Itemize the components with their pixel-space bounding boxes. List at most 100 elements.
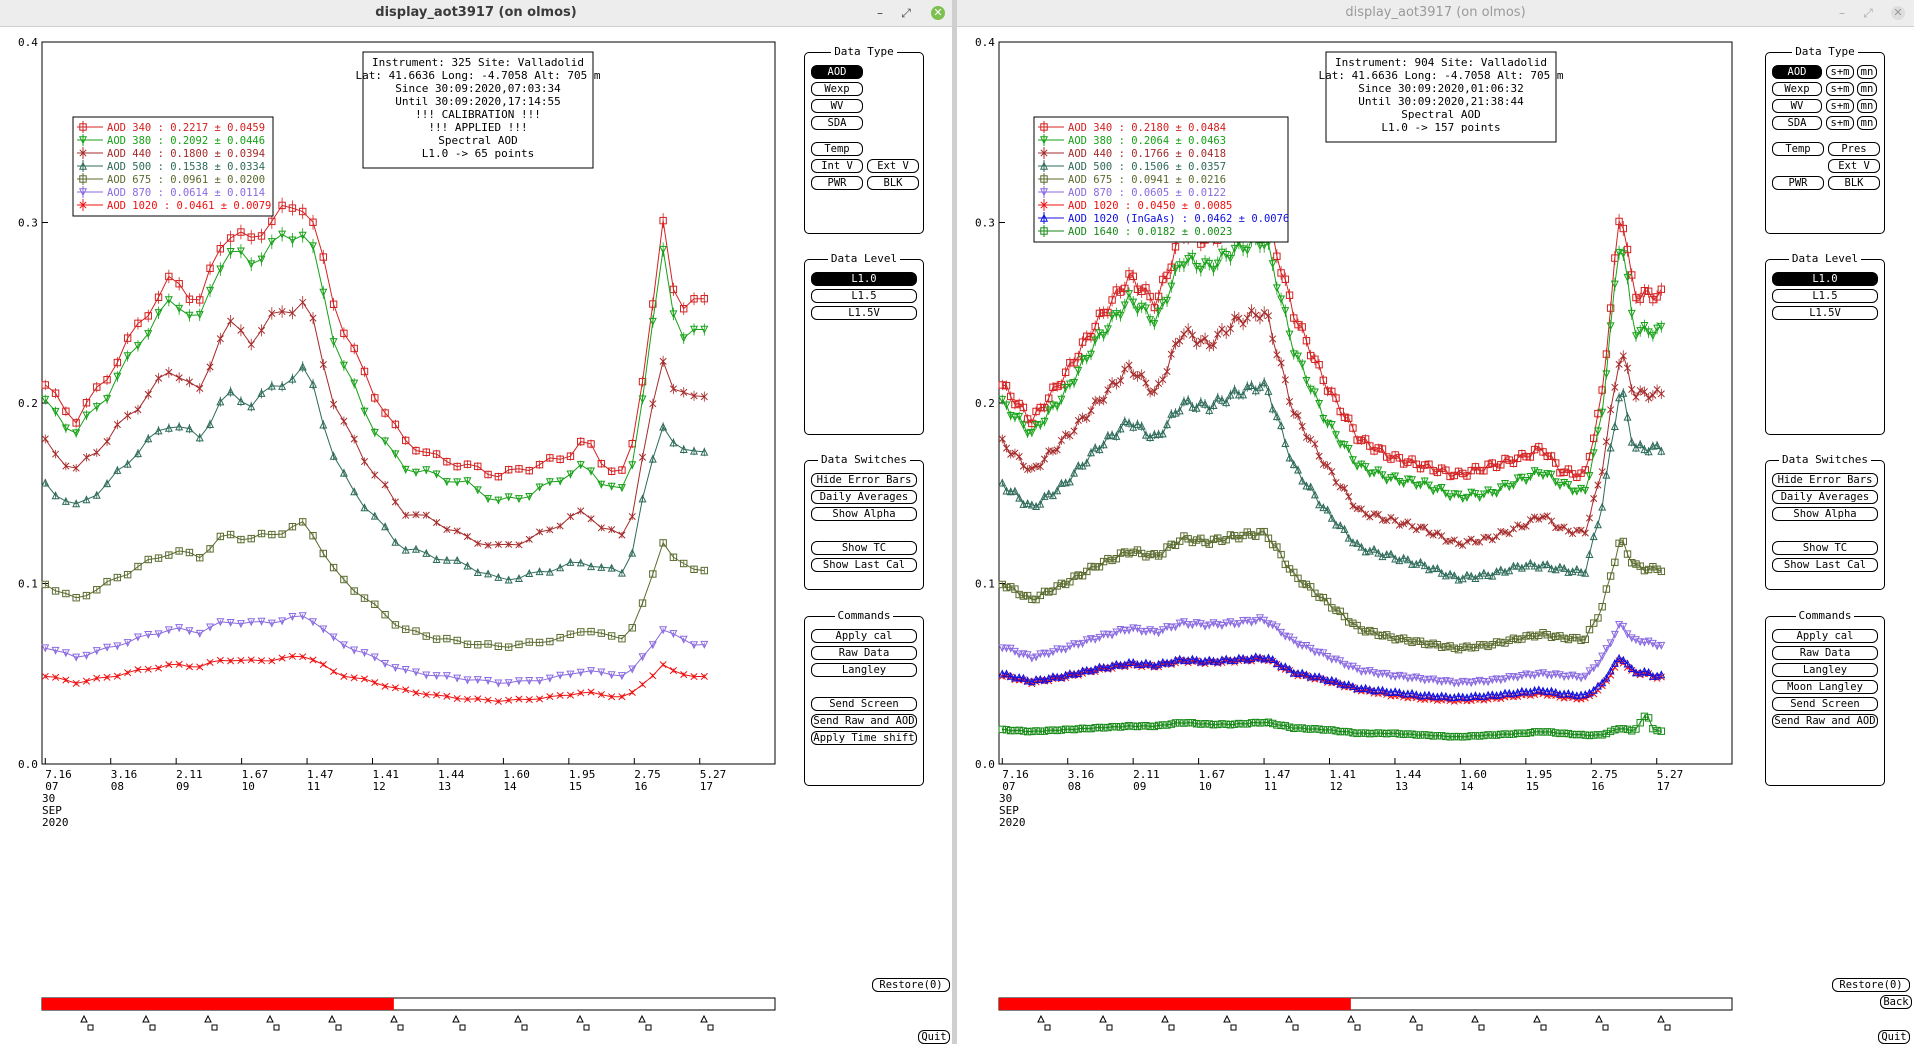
button-ext-v[interactable]: Ext V bbox=[867, 159, 919, 173]
button-aod-mn[interactable]: mn bbox=[1857, 65, 1877, 79]
button-level-l1-5v[interactable]: L1.5V bbox=[1772, 306, 1878, 320]
close-icon[interactable]: ✕ bbox=[1891, 6, 1905, 20]
button-daily-averages[interactable]: Daily Averages bbox=[811, 490, 917, 504]
data-point bbox=[1129, 548, 1137, 557]
button-wexp[interactable]: Wexp bbox=[811, 82, 863, 96]
data-point bbox=[1627, 664, 1636, 673]
button-show-alpha[interactable]: Show Alpha bbox=[1772, 507, 1878, 521]
data-point bbox=[597, 480, 606, 489]
button-aod-s-m[interactable]: s+m bbox=[1826, 65, 1854, 79]
data-point bbox=[1188, 252, 1197, 261]
data-point bbox=[1484, 570, 1493, 579]
data-point bbox=[1560, 634, 1568, 643]
data-point bbox=[700, 325, 709, 334]
button-hide-error-bars[interactable]: Hide Error Bars bbox=[1772, 473, 1878, 487]
button-send-raw-and-aod[interactable]: Send Raw and AOD bbox=[811, 714, 917, 728]
button-hide-error-bars[interactable]: Hide Error Bars bbox=[811, 473, 917, 487]
button-temp[interactable]: Temp bbox=[1772, 142, 1824, 156]
data-point bbox=[1108, 312, 1117, 321]
title-bar[interactable]: display_aot3917 (on olmos) – ⤢ ✕ bbox=[957, 0, 1914, 27]
aod-plot[interactable]: 0.00.10.20.30.47.16073.16082.11091.67101… bbox=[0, 26, 952, 1044]
button-temp[interactable]: Temp bbox=[811, 142, 863, 156]
data-point bbox=[1479, 568, 1488, 577]
data-point bbox=[1560, 689, 1569, 698]
button-level-l1-0[interactable]: L1.0 bbox=[811, 272, 917, 286]
restore-button[interactable]: Restore(0) bbox=[1832, 978, 1910, 992]
data-point bbox=[103, 577, 111, 586]
button-langley[interactable]: Langley bbox=[811, 663, 917, 677]
button-apply-time-shift[interactable]: Apply Time shift bbox=[811, 731, 917, 745]
button-show-alpha[interactable]: Show Alpha bbox=[811, 507, 917, 521]
data-point bbox=[1167, 263, 1175, 271]
button-show-last-cal[interactable]: Show Last Cal bbox=[1772, 558, 1878, 572]
button-send-screen[interactable]: Send Screen bbox=[1772, 697, 1878, 711]
button-apply-cal[interactable]: Apply cal bbox=[1772, 629, 1878, 643]
data-point bbox=[1374, 466, 1383, 475]
data-point bbox=[690, 295, 698, 303]
button-blk[interactable]: BLK bbox=[1828, 176, 1880, 190]
data-point bbox=[206, 286, 215, 295]
button-aod[interactable]: AOD bbox=[811, 65, 863, 79]
button-raw-data[interactable]: Raw Data bbox=[1772, 646, 1878, 660]
button-pres[interactable]: Pres bbox=[1828, 142, 1880, 156]
button-wv-s-m[interactable]: s+m bbox=[1826, 99, 1854, 113]
button-sda[interactable]: SDA bbox=[811, 116, 863, 130]
button-wv-mn[interactable]: mn bbox=[1857, 99, 1877, 113]
button-moon-langley[interactable]: Moon Langley bbox=[1772, 680, 1878, 694]
button-wexp-mn[interactable]: mn bbox=[1857, 82, 1877, 96]
series-aod-500 bbox=[41, 361, 709, 584]
data-point bbox=[124, 669, 132, 677]
button-level-l1-5[interactable]: L1.5 bbox=[1772, 289, 1878, 303]
button-show-last-cal[interactable]: Show Last Cal bbox=[811, 558, 917, 572]
button-wexp[interactable]: Wexp bbox=[1772, 82, 1822, 96]
button-ext-v[interactable]: Ext V bbox=[1828, 159, 1880, 173]
button-sda-s-m[interactable]: s+m bbox=[1826, 116, 1854, 130]
back-button[interactable]: Back bbox=[1880, 995, 1912, 1009]
button-show-tc[interactable]: Show TC bbox=[811, 541, 917, 555]
data-point bbox=[1027, 428, 1036, 437]
data-point bbox=[391, 498, 399, 506]
data-point bbox=[1492, 691, 1501, 700]
title-bar[interactable]: display_aot3917 (on olmos) – ⤢ ✕ bbox=[0, 0, 952, 27]
button-pwr[interactable]: PWR bbox=[1772, 176, 1824, 190]
button-wv[interactable]: WV bbox=[1772, 99, 1822, 113]
data-point bbox=[1349, 424, 1357, 432]
minimize-icon[interactable]: – bbox=[877, 6, 883, 20]
data-point bbox=[1310, 490, 1319, 499]
close-icon[interactable]: ✕ bbox=[931, 6, 945, 20]
data-point bbox=[484, 495, 493, 504]
button-wexp-s-m[interactable]: s+m bbox=[1826, 82, 1854, 96]
button-raw-data[interactable]: Raw Data bbox=[811, 646, 917, 660]
button-aod[interactable]: AOD bbox=[1772, 65, 1822, 79]
button-level-l1-5v[interactable]: L1.5V bbox=[811, 306, 917, 320]
button-pwr[interactable]: PWR bbox=[811, 176, 863, 190]
button-daily-averages[interactable]: Daily Averages bbox=[1772, 490, 1878, 504]
data-point bbox=[1606, 666, 1615, 675]
button-sda[interactable]: SDA bbox=[1772, 116, 1822, 130]
button-blk[interactable]: BLK bbox=[867, 176, 919, 190]
button-show-tc[interactable]: Show TC bbox=[1772, 541, 1878, 555]
data-point bbox=[618, 634, 626, 643]
data-point bbox=[1623, 550, 1632, 558]
button-int-v[interactable]: Int V bbox=[811, 159, 863, 173]
button-langley[interactable]: Langley bbox=[1772, 663, 1878, 677]
maximize-icon[interactable]: ⤢ bbox=[901, 6, 911, 20]
data-point bbox=[1218, 537, 1226, 545]
restore-button[interactable]: Restore(0) bbox=[872, 978, 950, 992]
legend-marker bbox=[1040, 123, 1048, 131]
data-point bbox=[299, 207, 307, 216]
quit-button[interactable]: Quit bbox=[918, 1030, 950, 1044]
button-send-raw-and-aod[interactable]: Send Raw and AOD bbox=[1772, 714, 1878, 728]
button-send-screen[interactable]: Send Screen bbox=[811, 697, 917, 711]
minimize-icon[interactable]: – bbox=[1839, 6, 1845, 20]
button-level-l1-5[interactable]: L1.5 bbox=[811, 289, 917, 303]
button-apply-cal[interactable]: Apply cal bbox=[811, 629, 917, 643]
maximize-icon[interactable]: ⤢ bbox=[1863, 6, 1873, 20]
data-point bbox=[236, 247, 245, 256]
aod-plot[interactable]: 0.00.10.20.30.47.16073.16082.11091.67101… bbox=[957, 26, 1914, 1044]
left-window: display_aot3917 (on olmos) – ⤢ ✕ 0.0 0.1 0… bbox=[0, 0, 952, 1044]
button-wv[interactable]: WV bbox=[811, 99, 863, 113]
button-sda-mn[interactable]: mn bbox=[1857, 116, 1877, 130]
button-level-l1-0[interactable]: L1.0 bbox=[1772, 272, 1878, 286]
quit-button[interactable]: Quit bbox=[1878, 1030, 1910, 1044]
